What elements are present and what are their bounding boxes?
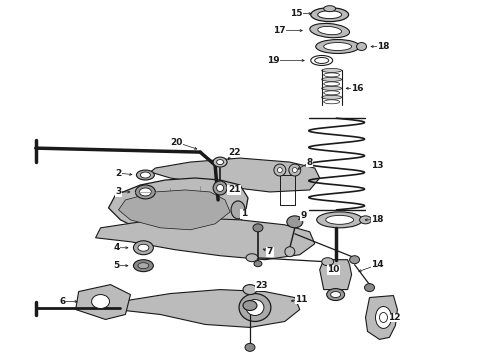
Polygon shape [366,296,397,339]
Ellipse shape [141,172,150,178]
Ellipse shape [133,241,153,255]
Ellipse shape [318,27,342,35]
Ellipse shape [246,300,264,315]
Polygon shape [119,190,230,230]
Ellipse shape [243,301,257,310]
Ellipse shape [310,23,349,38]
Text: 7: 7 [267,247,273,256]
Ellipse shape [311,55,333,66]
Polygon shape [108,178,248,238]
Text: 15: 15 [290,9,302,18]
Ellipse shape [360,216,371,224]
Ellipse shape [327,289,344,301]
Polygon shape [75,285,130,319]
Text: 23: 23 [256,281,268,290]
Ellipse shape [357,42,367,50]
Text: 8: 8 [307,158,313,167]
Ellipse shape [231,201,245,219]
Text: 1: 1 [241,210,247,219]
Ellipse shape [239,293,271,321]
Ellipse shape [245,343,255,351]
Text: 13: 13 [371,161,384,170]
Text: 20: 20 [170,138,182,147]
Ellipse shape [253,224,263,232]
Ellipse shape [324,100,340,104]
Ellipse shape [246,254,258,262]
Ellipse shape [317,212,363,228]
Ellipse shape [324,42,352,50]
Text: 19: 19 [267,56,279,65]
Ellipse shape [136,170,154,180]
Ellipse shape [322,95,342,99]
Text: 17: 17 [272,26,285,35]
Ellipse shape [326,215,354,224]
Ellipse shape [316,40,360,54]
Ellipse shape [243,285,257,294]
Ellipse shape [315,58,329,63]
Ellipse shape [324,91,340,95]
Ellipse shape [140,188,151,196]
Polygon shape [150,158,319,192]
Ellipse shape [138,244,149,251]
Ellipse shape [379,312,388,323]
Ellipse shape [254,261,262,267]
Ellipse shape [133,260,153,272]
Ellipse shape [92,294,110,309]
Ellipse shape [217,159,223,165]
Ellipse shape [311,8,348,22]
Text: 12: 12 [388,313,401,322]
Ellipse shape [349,256,360,264]
Text: 21: 21 [228,185,240,194]
Ellipse shape [217,184,223,192]
Ellipse shape [135,185,155,199]
Ellipse shape [322,68,342,72]
Text: 18: 18 [371,215,384,224]
Ellipse shape [322,77,342,81]
Ellipse shape [285,247,295,257]
Text: 6: 6 [60,297,66,306]
Text: 4: 4 [113,243,120,252]
Text: 18: 18 [377,42,390,51]
Ellipse shape [324,6,336,12]
Ellipse shape [322,86,342,90]
Text: 2: 2 [115,168,122,177]
Text: 5: 5 [113,261,120,270]
Polygon shape [96,218,315,260]
Text: 3: 3 [115,188,122,197]
Polygon shape [116,289,300,328]
Ellipse shape [213,181,227,195]
Ellipse shape [287,216,303,228]
Polygon shape [319,260,352,289]
Text: 11: 11 [295,295,308,304]
Text: 14: 14 [371,260,384,269]
Ellipse shape [277,167,282,172]
Ellipse shape [138,263,149,269]
Ellipse shape [324,82,340,86]
Ellipse shape [274,164,286,176]
Text: 9: 9 [300,211,307,220]
Ellipse shape [331,292,341,298]
Text: 10: 10 [327,265,340,274]
Ellipse shape [213,157,227,167]
Ellipse shape [324,73,340,77]
Ellipse shape [318,11,342,19]
Text: 22: 22 [228,148,240,157]
Ellipse shape [289,164,301,176]
Ellipse shape [322,258,334,266]
Ellipse shape [365,284,374,292]
Text: 16: 16 [351,84,364,93]
Ellipse shape [293,167,297,172]
Ellipse shape [375,306,392,328]
